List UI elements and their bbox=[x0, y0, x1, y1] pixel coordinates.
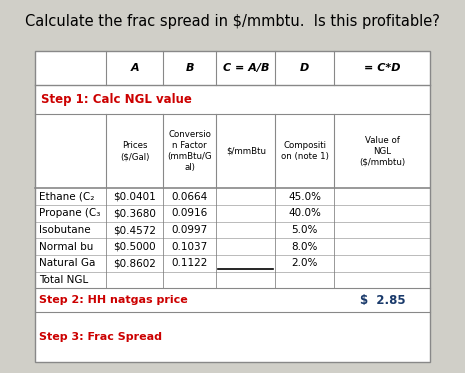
Text: Compositi
on (note 1): Compositi on (note 1) bbox=[281, 141, 329, 162]
Text: D: D bbox=[300, 63, 310, 73]
Text: 0.1122: 0.1122 bbox=[172, 258, 208, 268]
Text: Value of
NGL
($/mmbtu): Value of NGL ($/mmbtu) bbox=[359, 136, 405, 167]
Text: B: B bbox=[186, 63, 194, 73]
Text: 0.1037: 0.1037 bbox=[172, 242, 208, 252]
Text: 0.0997: 0.0997 bbox=[172, 225, 208, 235]
Text: Isobutane: Isobutane bbox=[39, 225, 97, 235]
Text: $0.3680: $0.3680 bbox=[113, 209, 156, 218]
Text: Propane (C₃: Propane (C₃ bbox=[39, 209, 103, 218]
Text: 2.0%: 2.0% bbox=[292, 258, 318, 268]
Text: Prices
($/Gal): Prices ($/Gal) bbox=[120, 141, 149, 162]
Text: C = A/B: C = A/B bbox=[222, 63, 269, 73]
Text: Step 2: HH natgas price: Step 2: HH natgas price bbox=[39, 295, 187, 305]
Bar bbox=[35, 51, 430, 362]
Text: Step 1: Calc NGL value: Step 1: Calc NGL value bbox=[41, 93, 192, 106]
Text: 45.0%: 45.0% bbox=[288, 192, 321, 202]
Text: $0.5000: $0.5000 bbox=[113, 242, 156, 252]
Text: $  2.85: $ 2.85 bbox=[359, 294, 405, 307]
Text: 5.0%: 5.0% bbox=[292, 225, 318, 235]
Text: A: A bbox=[130, 63, 139, 73]
Text: 40.0%: 40.0% bbox=[288, 209, 321, 218]
Text: 0.0916: 0.0916 bbox=[172, 209, 208, 218]
Text: 8.0%: 8.0% bbox=[292, 242, 318, 252]
Text: Total NGL: Total NGL bbox=[39, 275, 88, 285]
Text: $/mmBtu: $/mmBtu bbox=[226, 147, 266, 156]
Text: 0.0664: 0.0664 bbox=[172, 192, 208, 202]
Text: Step 3: Frac Spread: Step 3: Frac Spread bbox=[39, 332, 162, 342]
Text: Ethane (C₂: Ethane (C₂ bbox=[39, 192, 101, 202]
Text: = C*D: = C*D bbox=[364, 63, 400, 73]
Text: $0.0401: $0.0401 bbox=[113, 192, 156, 202]
Text: Conversio
n Factor
(mmBtu/G
al): Conversio n Factor (mmBtu/G al) bbox=[167, 130, 212, 172]
Text: Natural Ga: Natural Ga bbox=[39, 258, 99, 268]
Text: $0.8602: $0.8602 bbox=[113, 258, 156, 268]
Text: Normal bu: Normal bu bbox=[39, 242, 100, 252]
Text: Calculate the frac spread in $/mmbtu.  Is this profitable?: Calculate the frac spread in $/mmbtu. Is… bbox=[25, 14, 440, 29]
Text: $0.4572: $0.4572 bbox=[113, 225, 156, 235]
